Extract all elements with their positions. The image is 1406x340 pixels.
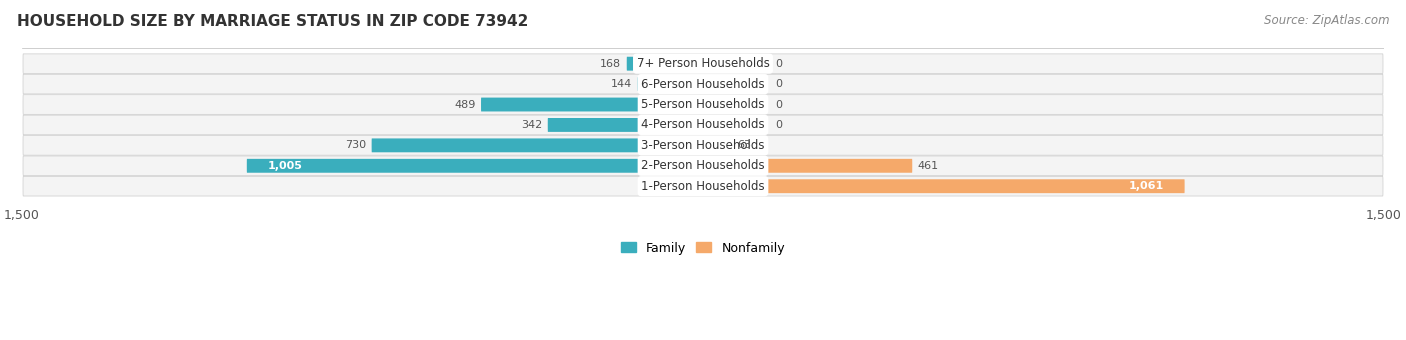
FancyBboxPatch shape [22, 74, 1384, 94]
FancyBboxPatch shape [22, 176, 1384, 196]
Text: 461: 461 [918, 161, 939, 171]
Text: 1-Person Households: 1-Person Households [641, 180, 765, 193]
Text: 4-Person Households: 4-Person Households [641, 118, 765, 132]
Text: HOUSEHOLD SIZE BY MARRIAGE STATUS IN ZIP CODE 73942: HOUSEHOLD SIZE BY MARRIAGE STATUS IN ZIP… [17, 14, 529, 29]
Text: 0: 0 [776, 59, 783, 69]
FancyBboxPatch shape [22, 54, 1384, 73]
FancyBboxPatch shape [481, 98, 703, 112]
FancyBboxPatch shape [703, 138, 731, 152]
Text: 0: 0 [776, 120, 783, 130]
Text: 0: 0 [776, 79, 783, 89]
FancyBboxPatch shape [22, 136, 1384, 155]
FancyBboxPatch shape [627, 57, 703, 71]
Text: 730: 730 [344, 140, 366, 150]
Text: 489: 489 [454, 100, 475, 109]
Text: 7+ Person Households: 7+ Person Households [637, 57, 769, 70]
Text: 2-Person Households: 2-Person Households [641, 159, 765, 172]
Text: 342: 342 [522, 120, 543, 130]
FancyBboxPatch shape [703, 179, 1185, 193]
Text: 0: 0 [776, 100, 783, 109]
Text: Source: ZipAtlas.com: Source: ZipAtlas.com [1264, 14, 1389, 27]
Text: 168: 168 [600, 59, 621, 69]
Text: 63: 63 [737, 140, 751, 150]
FancyBboxPatch shape [638, 77, 703, 91]
FancyBboxPatch shape [22, 115, 1384, 135]
FancyBboxPatch shape [22, 156, 1384, 175]
Text: 6-Person Households: 6-Person Households [641, 78, 765, 90]
Legend: Family, Nonfamily: Family, Nonfamily [616, 237, 790, 260]
FancyBboxPatch shape [371, 138, 703, 152]
Text: 5-Person Households: 5-Person Households [641, 98, 765, 111]
FancyBboxPatch shape [548, 118, 703, 132]
Text: 144: 144 [612, 79, 633, 89]
Text: 1,061: 1,061 [1129, 181, 1164, 191]
Text: 3-Person Households: 3-Person Households [641, 139, 765, 152]
FancyBboxPatch shape [247, 159, 703, 173]
FancyBboxPatch shape [22, 95, 1384, 114]
Text: 1,005: 1,005 [267, 161, 302, 171]
FancyBboxPatch shape [703, 159, 912, 173]
